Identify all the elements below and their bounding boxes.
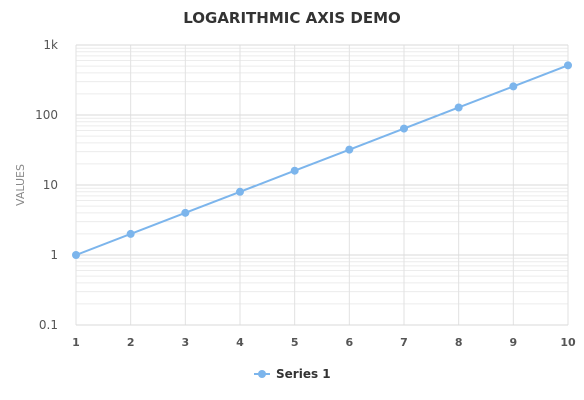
y-axis-label: VALUES bbox=[14, 164, 27, 206]
legend[interactable]: Series 1 bbox=[254, 367, 331, 381]
x-tick-label: 3 bbox=[182, 336, 190, 349]
x-axis-ticks: 1 2 3 4 5 6 7 8 9 10 bbox=[72, 336, 576, 349]
y-tick-label: 1k bbox=[43, 38, 58, 52]
x-tick-label: 4 bbox=[236, 336, 244, 349]
x-tick-label: 9 bbox=[510, 336, 518, 349]
y-tick-label: 0.1 bbox=[39, 318, 58, 332]
series-line bbox=[75, 64, 569, 256]
data-point[interactable] bbox=[181, 208, 190, 217]
data-point[interactable] bbox=[509, 82, 518, 91]
legend-label: Series 1 bbox=[276, 367, 331, 381]
x-tick-label: 10 bbox=[560, 336, 576, 349]
legend-marker-icon bbox=[258, 370, 266, 378]
data-point[interactable] bbox=[290, 166, 299, 175]
x-tick-label: 2 bbox=[127, 336, 135, 349]
y-tick-label: 100 bbox=[35, 108, 58, 122]
data-point[interactable] bbox=[236, 187, 244, 196]
x-tick-label: 5 bbox=[291, 336, 299, 349]
x-tick-label: 1 bbox=[72, 336, 80, 349]
data-point[interactable] bbox=[564, 61, 572, 70]
grid bbox=[75, 44, 569, 326]
y-axis-ticks: 0.1 1 10 100 1k bbox=[35, 38, 58, 332]
x-tick-label: 8 bbox=[455, 336, 463, 349]
data-point[interactable] bbox=[126, 229, 135, 238]
data-point[interactable] bbox=[345, 145, 354, 154]
data-point[interactable] bbox=[454, 103, 463, 112]
x-tick-label: 7 bbox=[400, 336, 408, 349]
chart-title: LOGARITHMIC AXIS DEMO bbox=[183, 9, 401, 27]
y-tick-label: 10 bbox=[43, 178, 58, 192]
data-point[interactable] bbox=[72, 251, 80, 259]
x-tick-label: 6 bbox=[346, 336, 354, 349]
series-layer bbox=[72, 61, 572, 259]
y-tick-label: 1 bbox=[50, 248, 58, 262]
data-point[interactable] bbox=[400, 124, 408, 133]
